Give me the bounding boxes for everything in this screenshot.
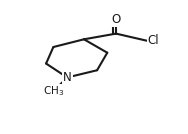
Text: Cl: Cl (147, 34, 159, 47)
Text: CH$_3$: CH$_3$ (43, 85, 64, 98)
Text: N: N (63, 71, 72, 84)
Text: O: O (111, 13, 121, 26)
